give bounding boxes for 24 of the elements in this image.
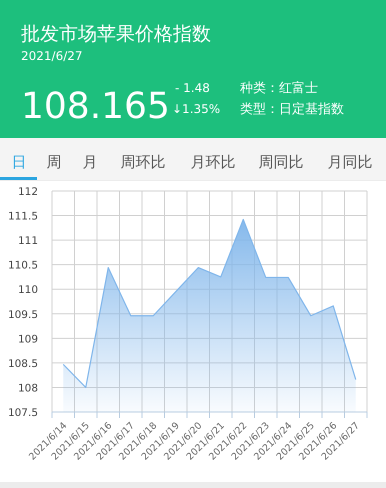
y-tick-label: 110 xyxy=(18,284,38,296)
chart-title: 批发市场苹果价格指数 xyxy=(21,23,211,45)
text: 周环比 xyxy=(120,153,166,171)
y-tick-label: 107.5 xyxy=(8,407,38,419)
text: 类型：日定基指数 xyxy=(240,102,344,117)
text: ↓1.35% xyxy=(172,102,220,116)
y-tick-label: 108.5 xyxy=(8,358,38,370)
text: - 1.48 xyxy=(175,81,210,95)
text: 月环比 xyxy=(190,153,236,171)
y-tick-label: 112 xyxy=(18,186,38,198)
text: 月同比 xyxy=(328,153,372,171)
y-tick-label: 109 xyxy=(18,333,38,346)
y-tick-label: 111 xyxy=(18,235,38,248)
text: 种类：红富士 xyxy=(240,80,318,96)
chart-subtitle: 2021/6/27 xyxy=(21,49,83,63)
text: 月 xyxy=(82,153,98,171)
y-tick-label: 108 xyxy=(18,382,38,394)
y-tick-label: 110.5 xyxy=(8,260,38,272)
text: 108.165 xyxy=(21,86,170,127)
y-tick-label: 111.5 xyxy=(8,210,38,223)
text: 周同比 xyxy=(258,153,304,171)
text: 日 xyxy=(12,153,26,171)
y-tick-label: 109.5 xyxy=(8,308,38,321)
text: 周 xyxy=(46,153,62,171)
